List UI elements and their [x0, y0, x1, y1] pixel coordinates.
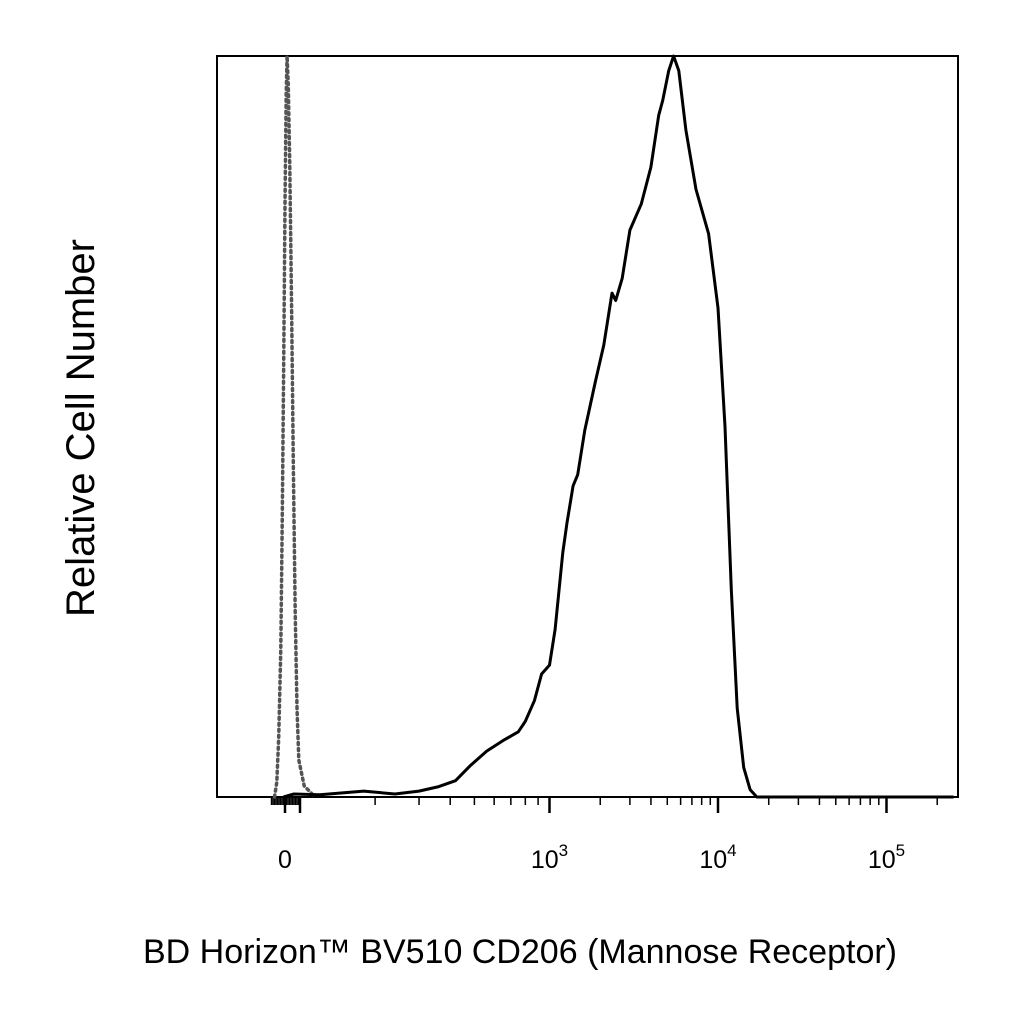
control-histogram-line — [272, 54, 317, 799]
series-layer — [272, 54, 954, 799]
x-tick-labels: 0 103 104 105 — [278, 841, 905, 874]
y-axis-label: Relative Cell Number — [59, 239, 103, 617]
stained-histogram-line — [283, 54, 954, 799]
x-major-ticks — [283, 797, 888, 813]
plot-frame — [216, 55, 959, 798]
x-tick-label: 105 — [868, 841, 905, 874]
x-tick-label: 0 — [278, 846, 292, 874]
x-axis-label: BD Horizon™ BV510 CD206 (Mannose Recepto… — [143, 933, 897, 971]
x-tick-label: 104 — [699, 841, 736, 874]
x-tick-label: 103 — [531, 841, 568, 874]
x-minor-ticks — [270, 797, 938, 805]
